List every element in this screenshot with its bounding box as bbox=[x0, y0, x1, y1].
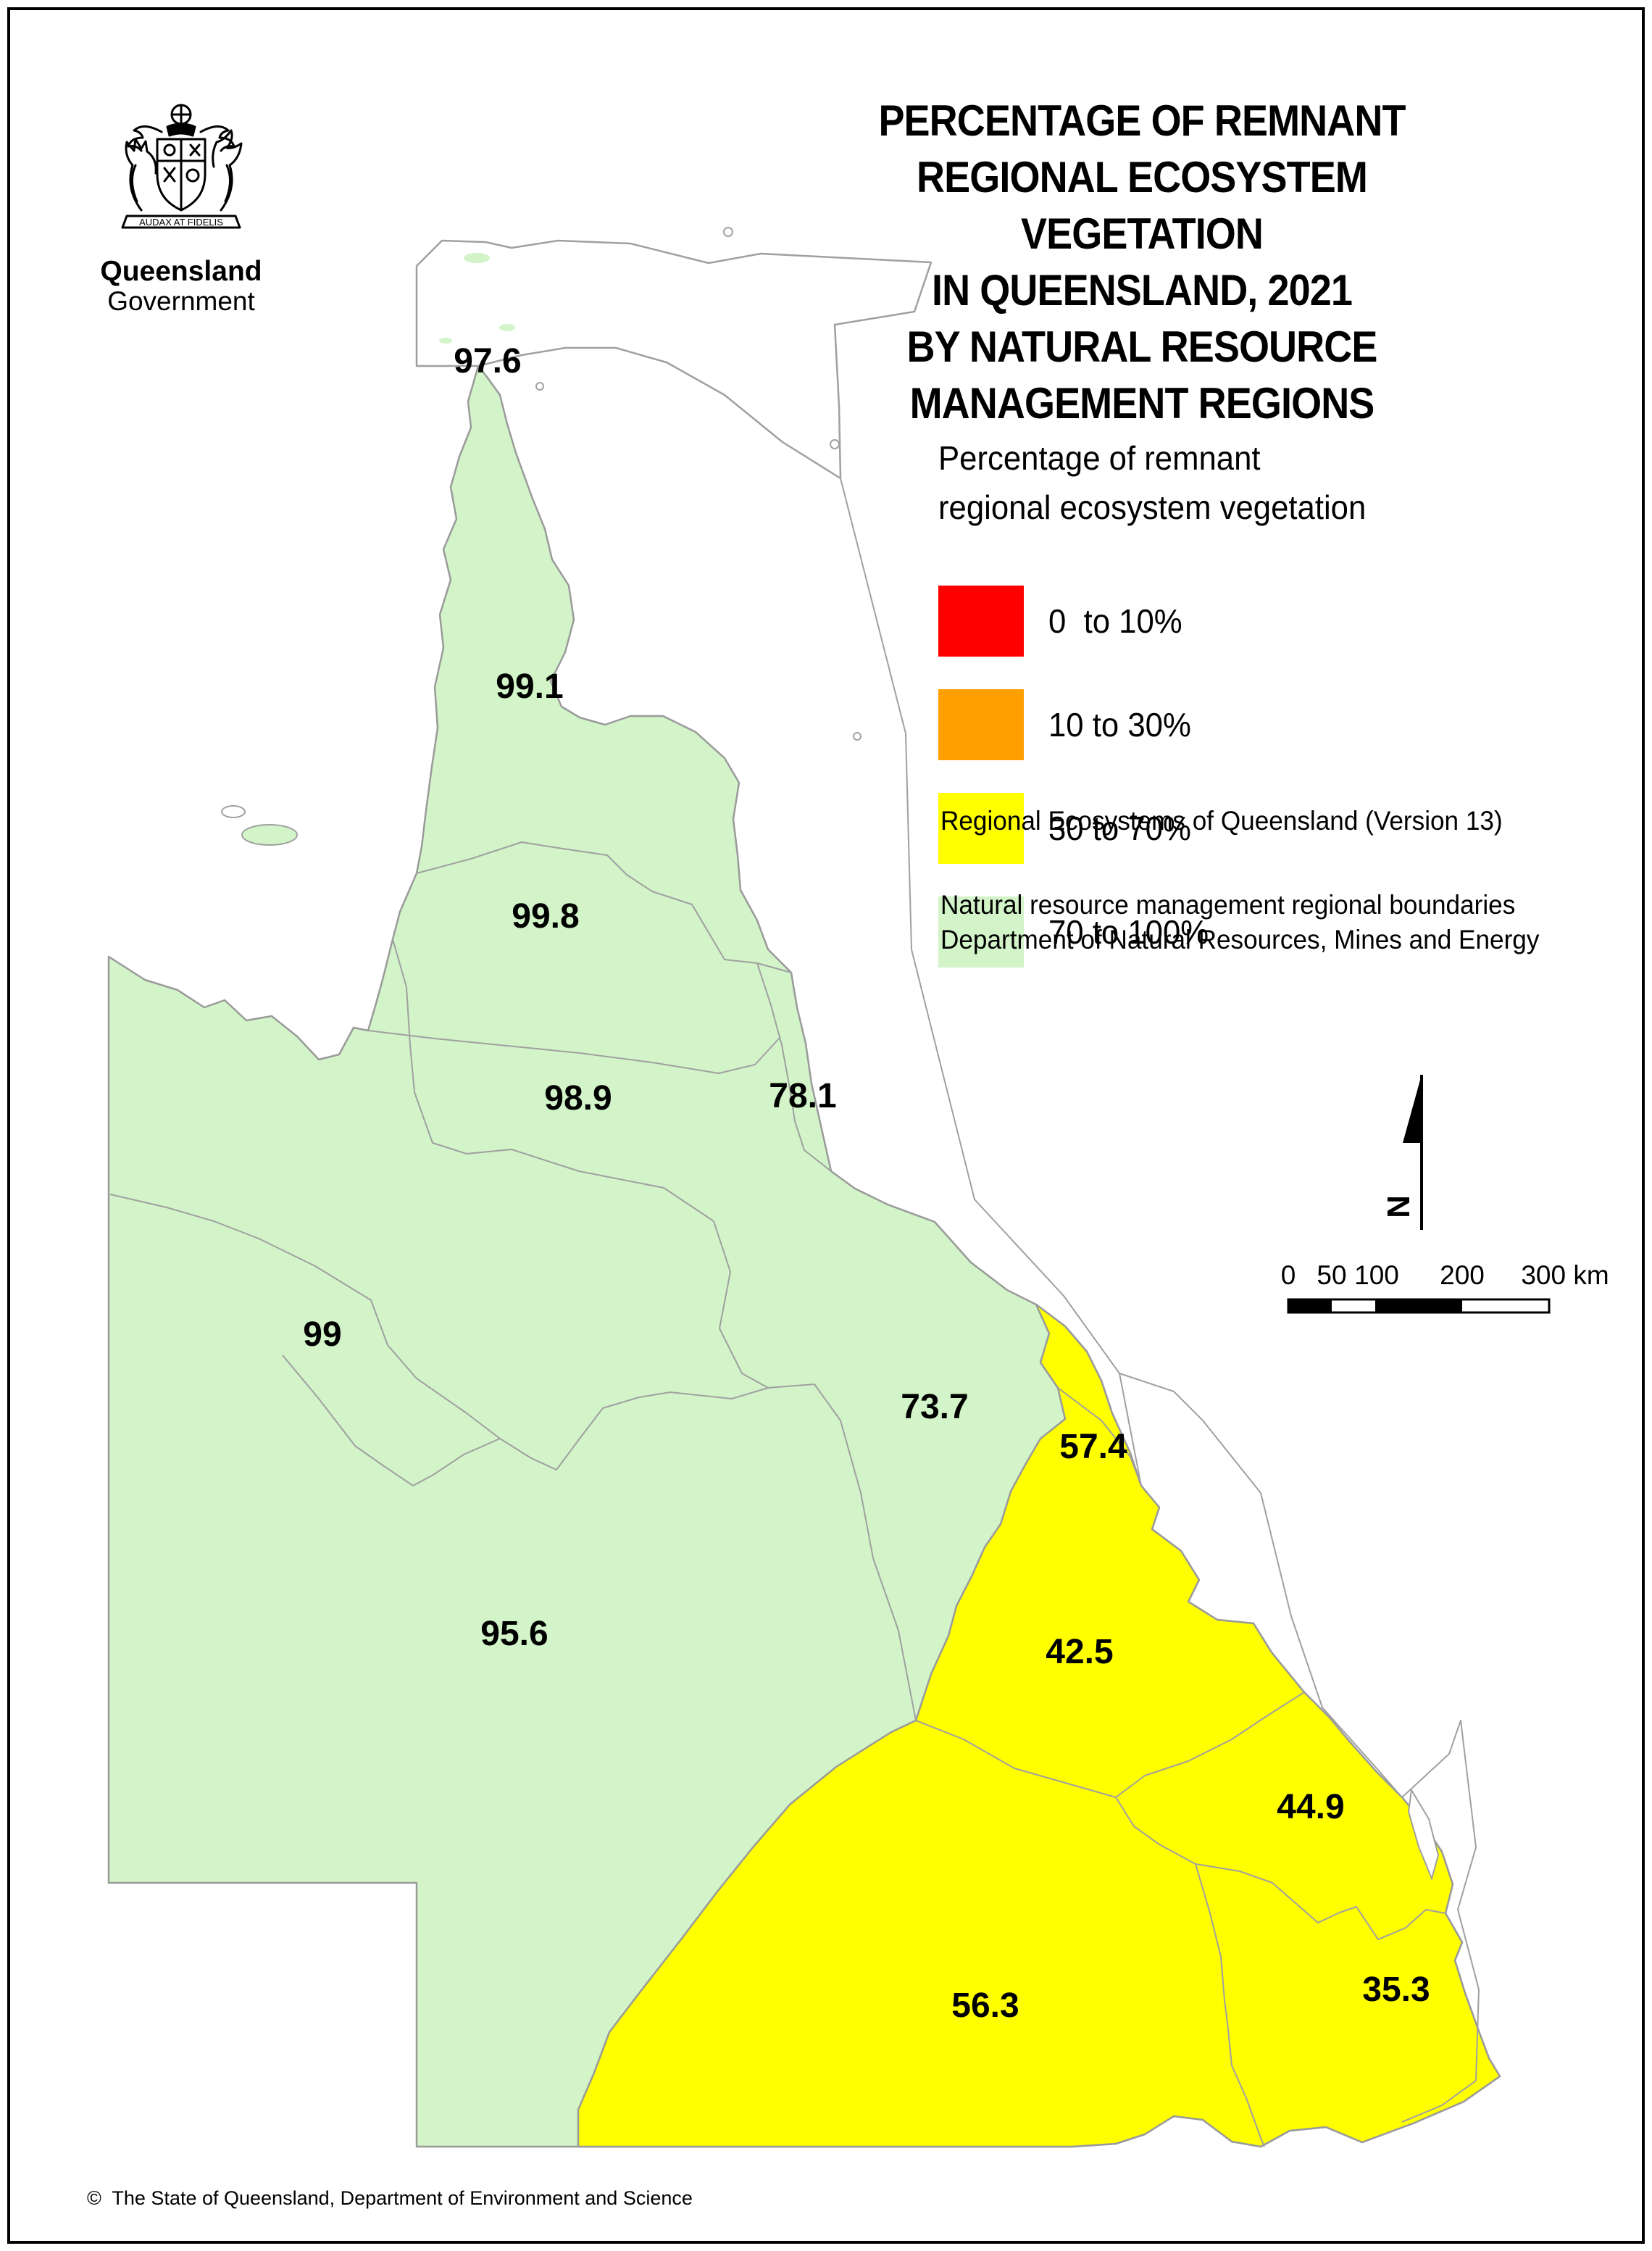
copyright-notice: © The State of Queensland, Department of… bbox=[87, 2187, 693, 2209]
region-value-label: 56.3 bbox=[951, 1986, 1019, 2025]
legend-class-label: 10 to 30% bbox=[1048, 706, 1191, 744]
legend-color-swatch bbox=[938, 896, 1024, 968]
map-title: PERCENTAGE OF REMNANT REGIONAL ECOSYSTEM… bbox=[816, 93, 1468, 432]
scale-bar-tick-label: 100 bbox=[1354, 1260, 1399, 1290]
region-value-label: 97.6 bbox=[454, 342, 521, 380]
region-value-label: 95.6 bbox=[480, 1615, 548, 1653]
nrm-region-boundaries-south bbox=[915, 1387, 1446, 2147]
logo-org-name2: Government bbox=[107, 286, 255, 316]
torres-strait-region bbox=[415, 239, 933, 480]
source-department: Department of Natural Resources, Mines a… bbox=[940, 925, 1540, 954]
legend-row: 10 to 30% bbox=[938, 689, 1217, 760]
small-islands bbox=[221, 227, 862, 818]
region-value-label: 98.9 bbox=[544, 1079, 612, 1118]
map-title-line: BY NATURAL RESOURCE bbox=[906, 323, 1378, 371]
legend-color-swatch bbox=[938, 793, 1024, 864]
nrm-region-boundaries bbox=[109, 841, 917, 1721]
queensland-government-logo: AUDAX AT FIDELIS Queensland Government bbox=[80, 94, 283, 316]
source-boundaries: Natural resource management regional bou… bbox=[940, 890, 1516, 920]
fraser-island bbox=[1407, 1788, 1440, 1881]
legend-row: 70 to 100% bbox=[938, 896, 1217, 968]
scale-bar: 0 50 100 200 300 km bbox=[1281, 1260, 1609, 1314]
region-value-label: 35.3 bbox=[1362, 1971, 1430, 2009]
legend-title-line1: Percentage of remnant bbox=[938, 439, 1261, 477]
map-title-line: REGIONAL ECOSYSTEM VEGETATION bbox=[917, 153, 1368, 258]
scale-bar-tick-label: 200 bbox=[1440, 1260, 1485, 1290]
queensland-coat-of-arms-icon: AUDAX AT FIDELIS bbox=[121, 104, 243, 229]
legend-class-label: 30 to 70% bbox=[1048, 810, 1191, 847]
yellow-regions bbox=[577, 1303, 1501, 2148]
legend-title: Percentage of remnant regional ecosystem… bbox=[938, 433, 1366, 532]
region-value-label: 42.5 bbox=[1046, 1633, 1113, 1671]
region-value-label: 99.8 bbox=[512, 897, 579, 936]
logo-motto: AUDAX AT FIDELIS bbox=[139, 217, 223, 228]
region-value-labels: 97.6 99.1 99.8 98.9 78.1 99 73.7 57.4 42.5 95.6 44… bbox=[303, 342, 1430, 2025]
region-value-label: 99.1 bbox=[496, 667, 563, 706]
north-arrow: N bbox=[1381, 1075, 1423, 1230]
legend: 0 to 10% 10 to 30% 30 to 70% 70 to 100% bbox=[938, 586, 1217, 1000]
logo-org-name: Queensland bbox=[100, 256, 262, 287]
north-arrow-label: N bbox=[1381, 1195, 1417, 1218]
map-title-line: IN QUEENSLAND, 2021 bbox=[931, 266, 1353, 315]
source-dataset: Regional Ecosystems of Queensland (Versi… bbox=[940, 806, 1503, 836]
region-value-label: 44.9 bbox=[1277, 1788, 1344, 1826]
region-value-label: 99 bbox=[303, 1315, 341, 1354]
torres-strait-islands bbox=[439, 253, 515, 344]
region-value-label: 78.1 bbox=[769, 1077, 836, 1115]
legend-class-label: 70 to 100% bbox=[1048, 913, 1209, 951]
legend-title-line2: regional ecosystem vegetation bbox=[938, 488, 1367, 526]
legend-row: 30 to 70% bbox=[938, 793, 1217, 864]
scale-bar-tick-label: 300 km bbox=[1521, 1260, 1609, 1290]
region-value-label: 57.4 bbox=[1059, 1428, 1127, 1466]
mornington-island bbox=[241, 824, 298, 846]
region-value-label: 73.7 bbox=[901, 1388, 968, 1426]
map-title-line: MANAGEMENT REGIONS bbox=[909, 379, 1375, 428]
map-title-line: PERCENTAGE OF REMNANT bbox=[878, 96, 1406, 145]
legend-color-swatch bbox=[938, 586, 1024, 657]
offshore-region-boundaries bbox=[840, 478, 1480, 2123]
legend-color-swatch bbox=[938, 689, 1024, 760]
scale-bar-tick-label: 50 bbox=[1317, 1260, 1346, 1290]
scale-bar-tick-label: 0 bbox=[1281, 1260, 1296, 1290]
legend-row: 0 to 10% bbox=[938, 586, 1217, 657]
legend-class-label: 0 to 10% bbox=[1048, 602, 1182, 640]
